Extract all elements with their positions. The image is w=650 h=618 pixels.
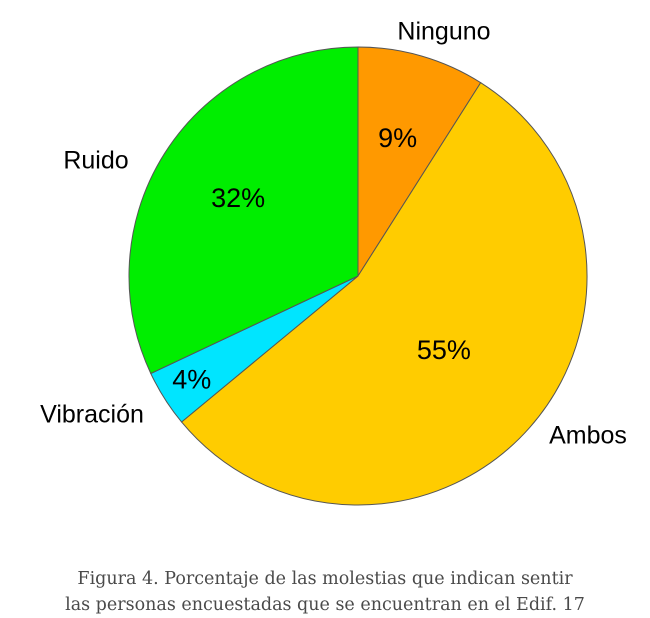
- pie-slice-ambos: [180, 81, 588, 506]
- slice-category-label-vibracion: Vibración: [40, 401, 144, 429]
- slice-category-label-ruido: Ruido: [63, 147, 128, 175]
- slice-category-label-ninguno: Ninguno: [397, 18, 490, 46]
- percentage-labels: 9% 55% 4% 32%: [172, 123, 471, 395]
- slice-category-label-ambos: Ambos: [549, 422, 627, 450]
- category-labels: Ninguno Ambos Vibración Ruido: [40, 18, 627, 450]
- pie-slice-ninguno: [357, 46, 482, 278]
- slice-value-label-ambos: 55%: [417, 335, 471, 365]
- slice-value-label-ruido: 32%: [211, 183, 265, 213]
- pie-chart: 9% 55% 4% 32% Ninguno Ambos Vibración Ruido: [40, 18, 627, 506]
- slice-value-label-ninguno: 9%: [378, 123, 417, 153]
- figure-caption: Figura 4. Porcentaje de las molestias qu…: [0, 566, 650, 618]
- pie-slices: [128, 46, 588, 506]
- caption-line-2: las personas encuestadas que se encuentr…: [65, 595, 585, 615]
- caption-line-1: Figura 4. Porcentaje de las molestias qu…: [77, 569, 573, 589]
- slice-value-label-vibracion: 4%: [172, 365, 211, 395]
- pie-slice-ruido: [128, 46, 359, 375]
